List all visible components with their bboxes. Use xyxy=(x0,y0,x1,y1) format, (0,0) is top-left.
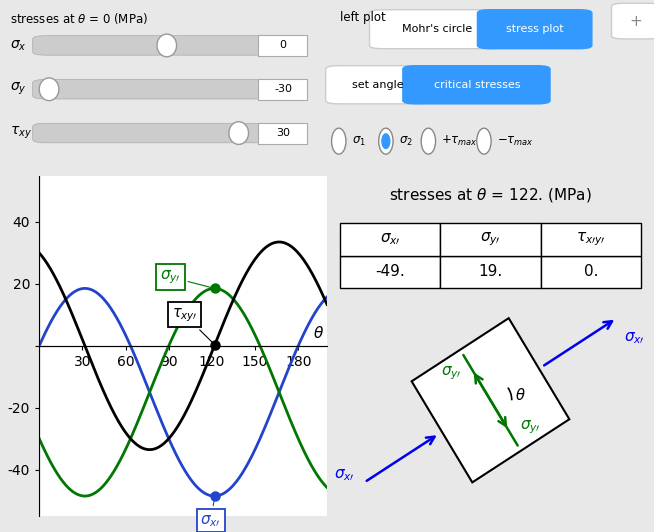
Ellipse shape xyxy=(421,128,436,154)
Bar xyxy=(541,255,641,288)
Text: 30: 30 xyxy=(276,128,290,138)
Bar xyxy=(440,255,541,288)
Text: $\sigma_x$: $\sigma_x$ xyxy=(10,38,26,53)
Text: stresses at $\theta$ = 122. (MPa): stresses at $\theta$ = 122. (MPa) xyxy=(389,186,592,204)
Text: $\tau_{x\prime y\prime}$: $\tau_{x\prime y\prime}$ xyxy=(576,230,606,248)
Text: $\sigma_{y\prime}$: $\sigma_{y\prime}$ xyxy=(480,230,501,248)
Text: stresses at $\theta$ = 0 (MPa): stresses at $\theta$ = 0 (MPa) xyxy=(10,11,148,27)
Ellipse shape xyxy=(157,34,177,57)
Ellipse shape xyxy=(229,122,249,144)
Text: $\theta$: $\theta$ xyxy=(313,325,324,341)
Text: -49.: -49. xyxy=(375,264,405,279)
Text: set angle: set angle xyxy=(352,80,403,90)
Text: +: + xyxy=(630,14,642,29)
FancyBboxPatch shape xyxy=(258,35,307,56)
Ellipse shape xyxy=(477,128,491,154)
FancyBboxPatch shape xyxy=(258,79,307,100)
Text: Mohr's circle: Mohr's circle xyxy=(402,24,472,34)
Text: $+\tau_{max}$: $+\tau_{max}$ xyxy=(441,134,478,148)
Ellipse shape xyxy=(379,128,393,154)
Text: -30: -30 xyxy=(274,84,292,94)
Text: $\sigma_{y\prime}$: $\sigma_{y\prime}$ xyxy=(441,364,462,382)
Bar xyxy=(541,223,641,255)
Bar xyxy=(340,223,440,255)
Text: $\tau_{xy}$: $\tau_{xy}$ xyxy=(10,125,32,141)
Text: 19.: 19. xyxy=(478,264,503,279)
Text: $\sigma_2$: $\sigma_2$ xyxy=(399,135,413,148)
Text: $\sigma_1$: $\sigma_1$ xyxy=(352,135,366,148)
Text: $\sigma_{x\prime}$: $\sigma_{x\prime}$ xyxy=(200,499,221,529)
Ellipse shape xyxy=(332,128,346,154)
Text: left plot: left plot xyxy=(340,11,386,24)
FancyBboxPatch shape xyxy=(33,79,275,99)
FancyBboxPatch shape xyxy=(33,123,275,143)
Text: stress plot: stress plot xyxy=(506,24,564,34)
Text: $\tau_{xy\prime}$: $\tau_{xy\prime}$ xyxy=(171,306,213,343)
Text: critical stresses: critical stresses xyxy=(434,80,520,90)
FancyBboxPatch shape xyxy=(370,10,504,49)
FancyBboxPatch shape xyxy=(258,122,307,144)
Ellipse shape xyxy=(39,78,59,101)
FancyBboxPatch shape xyxy=(611,3,654,39)
Bar xyxy=(440,223,541,255)
Text: $\theta$: $\theta$ xyxy=(515,387,526,403)
Text: $-\tau_{max}$: $-\tau_{max}$ xyxy=(497,135,534,148)
Text: $\sigma_y$: $\sigma_y$ xyxy=(10,81,26,97)
Text: 0: 0 xyxy=(280,40,286,51)
Text: $\sigma_{x\prime}$: $\sigma_{x\prime}$ xyxy=(625,331,645,346)
Text: 0.: 0. xyxy=(583,264,598,279)
FancyBboxPatch shape xyxy=(477,10,592,49)
Text: $\sigma_{x\prime}$: $\sigma_{x\prime}$ xyxy=(334,468,355,484)
FancyBboxPatch shape xyxy=(326,66,429,104)
Text: $\sigma_{y\prime}$: $\sigma_{y\prime}$ xyxy=(160,268,212,288)
Polygon shape xyxy=(411,318,570,483)
Ellipse shape xyxy=(382,134,390,148)
FancyBboxPatch shape xyxy=(403,66,550,104)
FancyBboxPatch shape xyxy=(33,36,275,55)
Text: $\sigma_{y\prime}$: $\sigma_{y\prime}$ xyxy=(519,418,540,436)
Bar xyxy=(340,255,440,288)
Text: $\sigma_{x\prime}$: $\sigma_{x\prime}$ xyxy=(380,231,401,247)
